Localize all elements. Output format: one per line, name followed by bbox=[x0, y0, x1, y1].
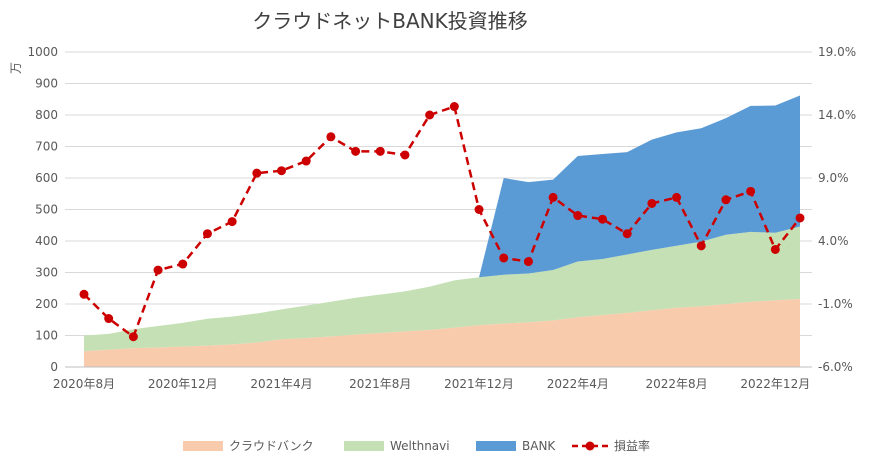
x-tick-label: 2022年8月 bbox=[645, 377, 707, 391]
y-axis-left: 0 100 200 300 400 500 600 700 800 900 1000 bbox=[27, 45, 58, 374]
legend-label: Welthnavi bbox=[390, 439, 450, 453]
x-tick-label: 2022年4月 bbox=[547, 377, 609, 391]
profit-rate-point bbox=[153, 265, 163, 275]
profit-rate-point bbox=[449, 102, 459, 112]
profit-rate-point bbox=[746, 186, 756, 196]
legend-swatch bbox=[183, 441, 223, 451]
y-left-tick-label: 500 bbox=[35, 203, 58, 217]
profit-rate-point bbox=[375, 146, 385, 156]
area-bank bbox=[479, 95, 800, 278]
y-right-tick-label: 19.0% bbox=[818, 45, 856, 59]
profit-rate-point bbox=[301, 156, 311, 166]
y-left-tick-label: 900 bbox=[35, 77, 58, 91]
profit-rate-point bbox=[425, 110, 435, 120]
profit-rate-point bbox=[252, 168, 262, 178]
profit-rate-point bbox=[178, 259, 188, 269]
y-right-tick-label: 9.0% bbox=[818, 171, 849, 185]
y-right-tick-label: -6.0% bbox=[818, 360, 853, 374]
line-series bbox=[79, 102, 805, 342]
y-left-tick-label: 200 bbox=[35, 297, 58, 311]
chart-title: クラウドネットBANK投資推移 bbox=[252, 9, 527, 33]
profit-rate-point bbox=[499, 253, 509, 263]
y-left-tick-label: 400 bbox=[35, 234, 58, 248]
profit-rate-point bbox=[622, 229, 632, 239]
x-tick-label: 2021年8月 bbox=[349, 377, 411, 391]
profit-rate-point bbox=[227, 217, 237, 227]
y-right-tick-label: 4.0% bbox=[818, 234, 849, 248]
x-tick-label: 2022年12月 bbox=[740, 377, 810, 391]
y-right-tick-label: -1.0% bbox=[818, 297, 853, 311]
profit-rate-point bbox=[202, 229, 212, 239]
profit-rate-point bbox=[548, 192, 558, 202]
y-left-tick-label: 1000 bbox=[27, 45, 58, 59]
area-crowdbank bbox=[84, 298, 800, 367]
area-series bbox=[84, 95, 800, 367]
profit-rate-point bbox=[597, 214, 607, 224]
area-welthnavi bbox=[84, 226, 800, 352]
legend-swatch bbox=[476, 441, 516, 451]
x-tick-label: 2021年12月 bbox=[444, 377, 514, 391]
profit-rate-point bbox=[400, 150, 410, 160]
legend-label: 損益率 bbox=[614, 438, 650, 453]
profit-rate-point bbox=[474, 205, 484, 214]
y-left-tick-label: 600 bbox=[35, 171, 58, 185]
legend-swatch-marker bbox=[585, 441, 595, 451]
profit-rate-point bbox=[128, 332, 138, 342]
legend-label: BANK bbox=[522, 439, 556, 453]
legend: クラウドバンク Welthnavi BANK 損益率 bbox=[183, 438, 650, 453]
y-left-tick-label: 300 bbox=[35, 266, 58, 280]
profit-rate-point bbox=[721, 195, 731, 205]
y-left-tick-label: 700 bbox=[35, 140, 58, 154]
y-axis-right: -6.0% -1.0% 4.0% 9.0% 14.0% 19.0% bbox=[818, 45, 856, 374]
profit-rate-point bbox=[573, 211, 583, 221]
profit-rate-point bbox=[523, 257, 533, 267]
profit-rate-point bbox=[326, 132, 336, 142]
profit-rate-point bbox=[79, 289, 89, 299]
y-right-tick-label: 14.0% bbox=[818, 108, 856, 122]
profit-rate-point bbox=[696, 241, 706, 251]
legend-swatch bbox=[344, 441, 384, 451]
profit-rate-point bbox=[351, 146, 361, 156]
profit-rate-point bbox=[795, 213, 805, 223]
profit-rate-point bbox=[647, 198, 657, 208]
profit-rate-point bbox=[770, 244, 780, 254]
x-tick-label: 2020年8月 bbox=[53, 377, 115, 391]
y-axis-unit-label: 万 bbox=[9, 62, 23, 74]
y-left-tick-label: 800 bbox=[35, 108, 58, 122]
x-tick-label: 2020年12月 bbox=[148, 377, 218, 391]
profit-rate-point bbox=[277, 166, 287, 176]
y-left-tick-label: 0 bbox=[50, 360, 58, 374]
profit-rate-point bbox=[672, 192, 682, 202]
profit-rate-point bbox=[104, 314, 114, 324]
x-axis: 2020年8月 2020年12月 2021年4月 2021年8月 2021年12月 202… bbox=[53, 366, 812, 391]
y-left-tick-label: 100 bbox=[35, 329, 58, 343]
legend-label: クラウドバンク bbox=[229, 439, 314, 453]
x-tick-label: 2021年4月 bbox=[250, 377, 312, 391]
